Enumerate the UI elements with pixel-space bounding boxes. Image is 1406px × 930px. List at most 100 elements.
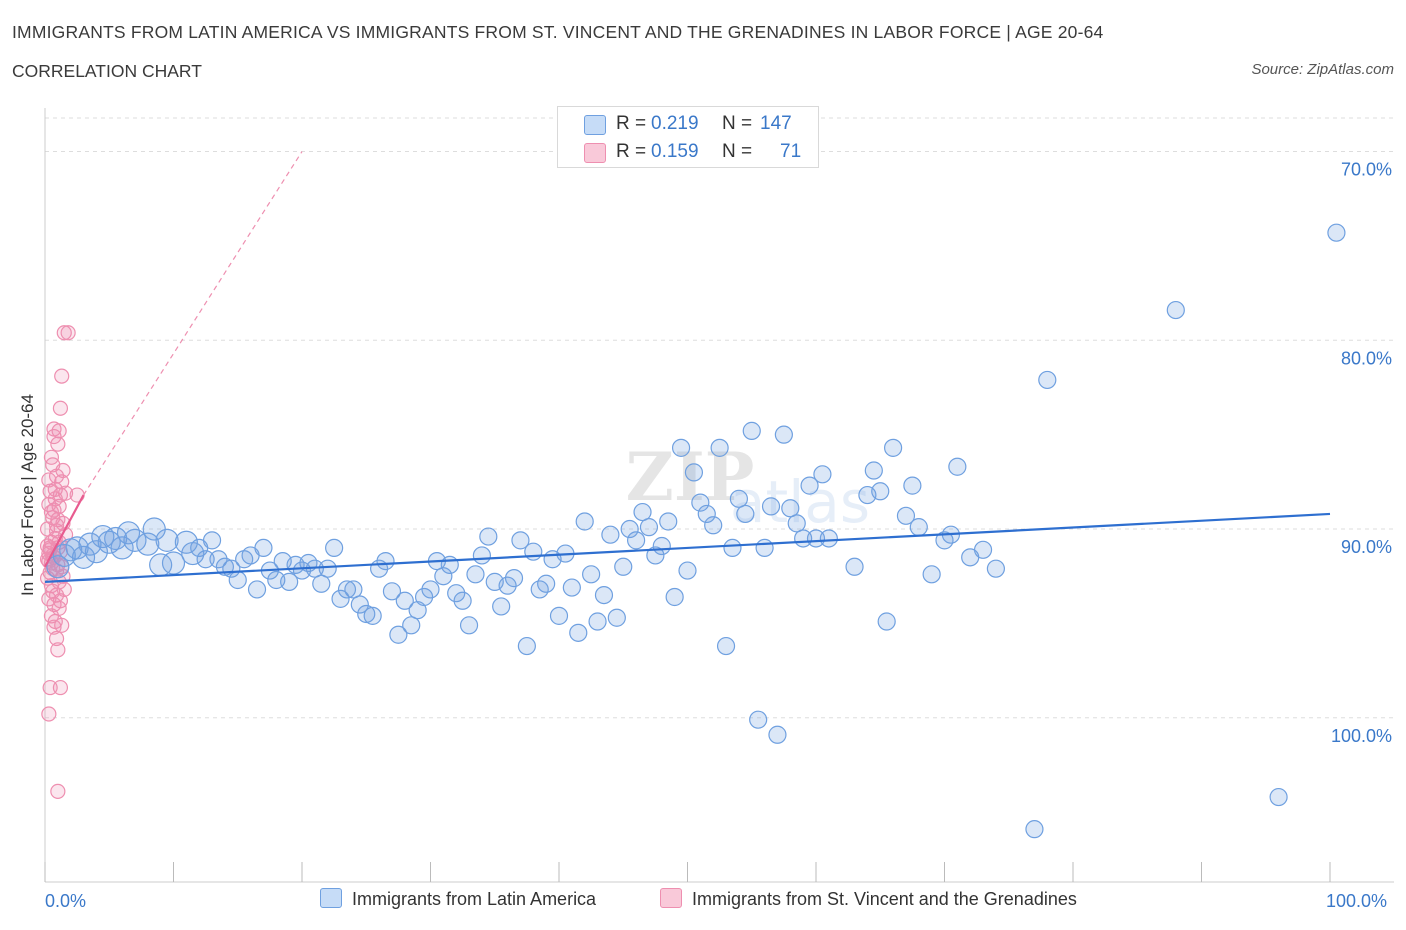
legend-r-value: 0.159: [651, 141, 699, 162]
blue-point: [421, 580, 440, 599]
blue-point: [626, 531, 646, 550]
pink-point: [48, 630, 65, 647]
blue-point: [280, 572, 299, 591]
blue-point: [247, 580, 267, 599]
pink-point: [48, 587, 65, 603]
blue-point: [414, 587, 434, 607]
blue-point: [896, 506, 916, 525]
blue-point: [864, 461, 883, 480]
pink-trend-line: [44, 494, 85, 568]
blue-point: [312, 574, 331, 593]
bottom-legend-pink: Immigrants from St. Vincent and the Gren…: [660, 888, 1077, 910]
blue-point: [665, 587, 684, 607]
blue-point: [357, 604, 376, 624]
blue-series-points: [46, 223, 1346, 839]
blue-point: [537, 574, 556, 593]
blue-point: [883, 438, 903, 457]
blue-point: [620, 519, 639, 539]
blue-point: [736, 504, 755, 524]
blue-point: [110, 536, 134, 560]
bottom-legend-blue: Immigrants from Latin America: [320, 888, 596, 910]
legend-n-value: 147: [760, 113, 792, 134]
blue-point: [845, 557, 864, 576]
chart-title: IMMIGRANTS FROM LATIN AMERICA VS IMMIGRA…: [12, 22, 1104, 42]
legend-swatch-pink: [584, 143, 606, 163]
blue-point: [389, 625, 408, 644]
source-label: Source: ZipAtlas.com: [1251, 61, 1394, 78]
blue-point: [691, 493, 710, 512]
blue-point: [447, 584, 466, 603]
legend-r-label: R =: [616, 141, 647, 162]
blue-point: [787, 514, 806, 533]
legend-swatch-blue: [584, 115, 606, 135]
blue-point: [254, 538, 273, 558]
blue-point: [819, 529, 838, 548]
blue-point: [459, 616, 479, 635]
blue-point: [84, 540, 109, 564]
blue-point: [472, 546, 491, 565]
pink-point: [52, 400, 69, 416]
pink-point: [50, 436, 66, 452]
blue-point: [161, 551, 186, 575]
blue-trend-line: [44, 512, 1331, 583]
blue-point: [453, 591, 472, 610]
blue-point: [986, 559, 1006, 578]
grid-lines: [45, 117, 1394, 719]
blue-point: [749, 710, 768, 729]
blue-point: [723, 538, 742, 558]
blue-point: [196, 550, 215, 569]
pink-point: [54, 368, 70, 384]
blue-point: [768, 725, 787, 744]
blue-point: [774, 425, 793, 444]
blue-point: [440, 555, 459, 574]
blue-point: [948, 457, 967, 476]
blue-point: [871, 482, 890, 501]
legend-n-value: 71: [780, 141, 802, 162]
legend-n-label: N =: [722, 113, 753, 134]
blue-point: [922, 565, 941, 584]
bottom-legend-pink-label: Immigrants from St. Vincent and the Gren…: [692, 889, 1077, 909]
blue-point: [671, 438, 691, 457]
y-tick-label: 90.0%: [1341, 537, 1392, 557]
pink-point: [57, 485, 74, 501]
blue-point: [434, 567, 453, 586]
pink-point: [54, 617, 70, 633]
blue-point: [202, 531, 222, 550]
blue-point: [123, 528, 147, 552]
pink-series-points: [39, 325, 85, 799]
blue-point: [479, 527, 498, 546]
x-axis-max-label: 100.0%: [1326, 891, 1388, 911]
blue-point: [376, 552, 395, 571]
blue-point: [588, 612, 607, 631]
blue-point: [402, 616, 421, 635]
blue-point: [1166, 300, 1185, 320]
chart-subtitle: CORRELATION CHART: [12, 61, 202, 81]
pink-point: [43, 449, 60, 465]
blue-point: [1038, 370, 1057, 390]
blue-point: [337, 580, 357, 599]
pink-point: [52, 679, 69, 696]
blue-point: [46, 555, 70, 579]
axes: [44, 108, 1394, 883]
blue-point: [710, 438, 729, 457]
x-axis-min-label: 0.0%: [45, 891, 87, 911]
bottom-legend-swatch-pink: [660, 888, 682, 908]
blue-point: [395, 591, 414, 610]
blue-point: [116, 521, 141, 545]
pink-point: [60, 325, 76, 341]
y-tick-label: 80.0%: [1341, 348, 1392, 368]
blue-point: [344, 580, 363, 599]
pink-point: [45, 457, 61, 473]
blue-point: [363, 606, 382, 625]
blue-point: [755, 538, 774, 558]
pink-point: [42, 483, 58, 499]
bottom-legend-blue-label: Immigrants from Latin America: [352, 889, 597, 909]
y-tick-label: 70.0%: [1341, 160, 1392, 180]
svg-text:ZIP: ZIP: [626, 438, 755, 516]
blue-point: [678, 561, 697, 580]
pink-point: [56, 581, 72, 598]
blue-point: [697, 504, 716, 524]
blue-point: [684, 463, 704, 482]
blue-point: [1269, 787, 1288, 807]
